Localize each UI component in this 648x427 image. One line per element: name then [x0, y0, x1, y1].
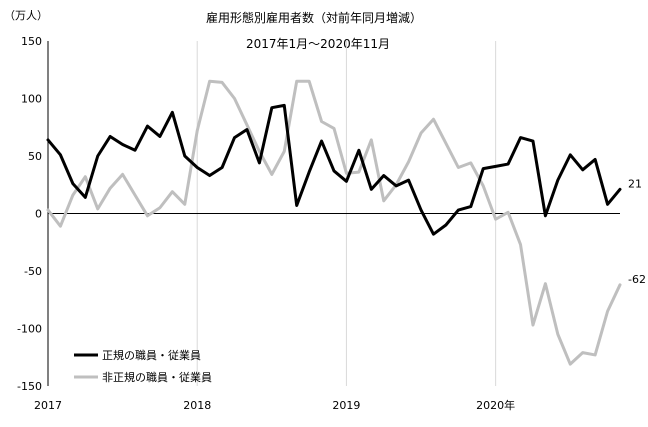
y-tick-label: -150	[17, 380, 42, 393]
x-tick-label: 2017	[34, 399, 62, 412]
axes: 150 100 50 0 -50 -100 -150 2017 2018 2019 2020年	[17, 35, 620, 412]
end-value-label: 21	[628, 177, 642, 190]
y-tick-label: -100	[17, 323, 42, 336]
x-tick-label: 2018	[183, 399, 211, 412]
series-lines: -62 21	[46, 79, 646, 366]
x-tick-label: 2020年	[476, 398, 515, 412]
series-line-1	[46, 79, 622, 366]
y-tick-label: 150	[21, 35, 42, 48]
chart-subtitle: 2017年1月～2020年11月	[246, 37, 390, 51]
end-value-label: -62	[628, 273, 646, 286]
x-tick-label: 2019	[332, 399, 360, 412]
chart-title: 雇用形態別雇用者数（対前年同月増減）	[206, 10, 422, 25]
y-tick-label: 100	[21, 93, 42, 106]
y-tick-label: -50	[24, 265, 42, 278]
y-tick-label: 50	[28, 150, 42, 163]
y-tick-label: 0	[35, 208, 42, 221]
legend-label-1: 非正規の職員・従業員	[102, 370, 212, 384]
legend-label-0: 正規の職員・従業員	[102, 348, 201, 362]
y-axis-unit-label: （万人）	[4, 9, 48, 22]
series-line-0	[46, 103, 622, 236]
